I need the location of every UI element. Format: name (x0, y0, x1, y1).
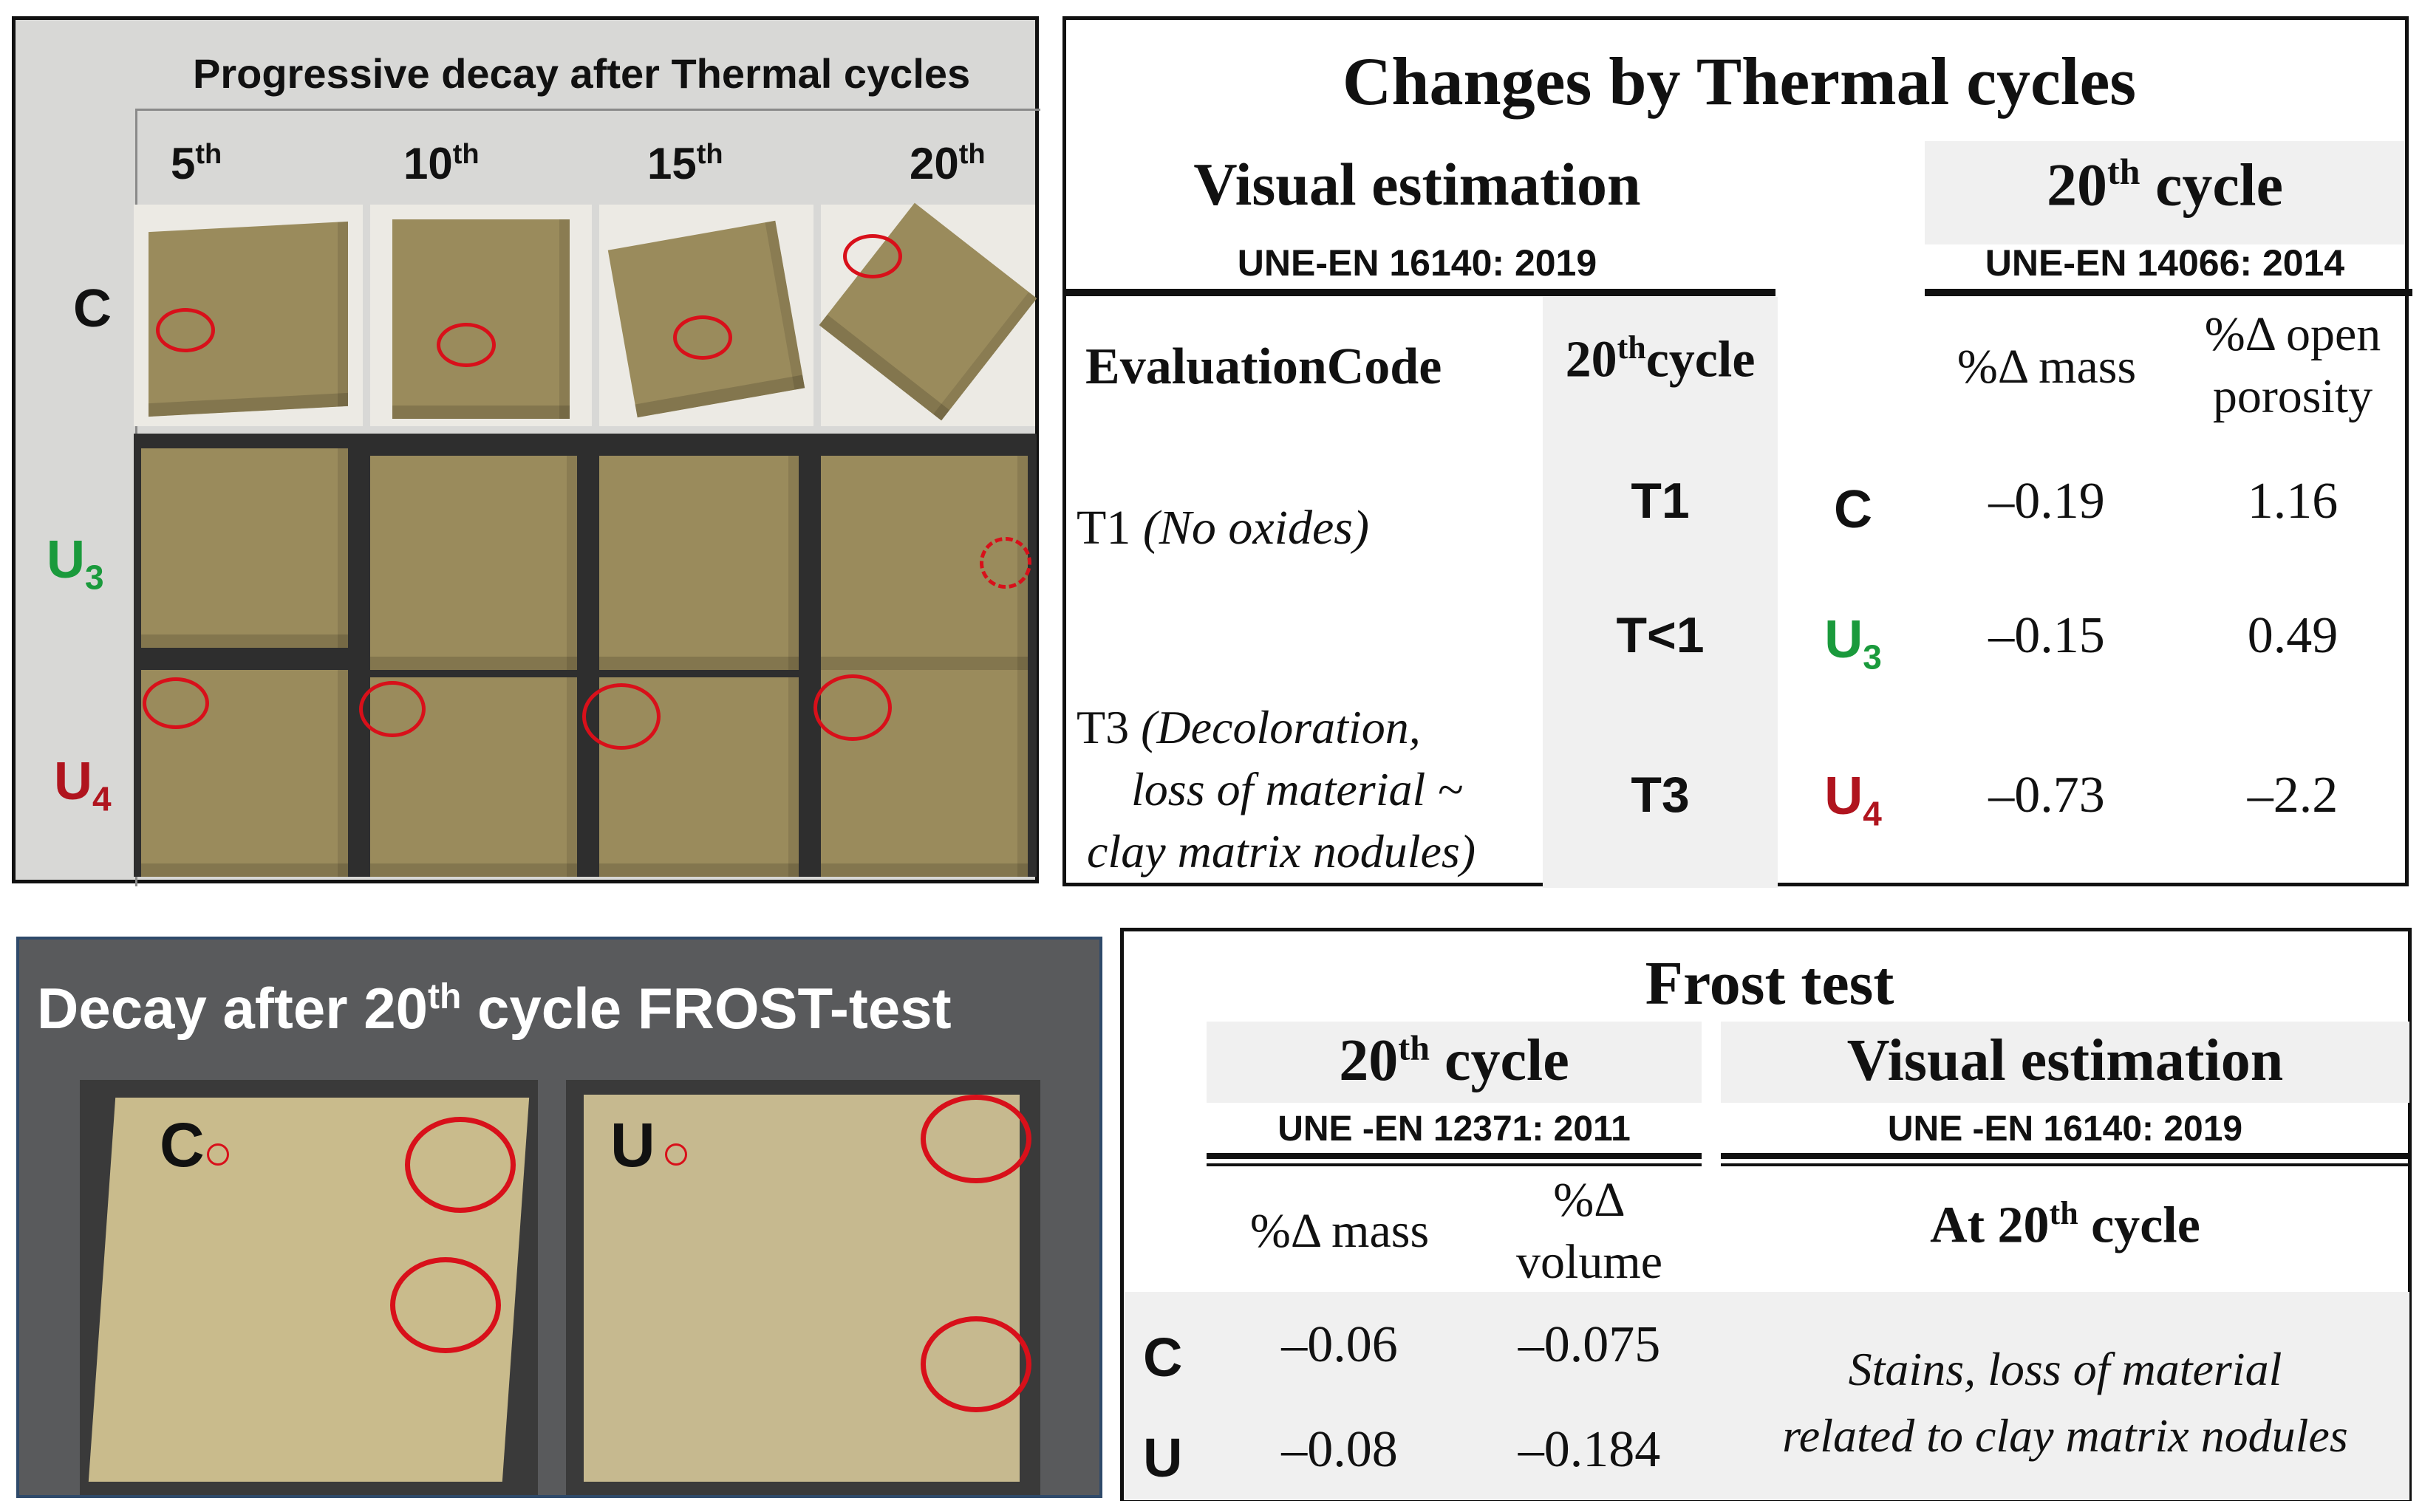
frost-mass-c: –0.06 (1281, 1316, 1398, 1373)
decay-marker-circle (921, 1095, 1031, 1183)
frost-volume-u: –0.184 (1518, 1421, 1661, 1478)
decay-marker-dashed-circle (980, 537, 1031, 589)
visual-header-shade (1721, 1022, 2409, 1103)
code-t1: T1 (No oxides) (1077, 501, 1369, 555)
frost-table-title: Frost test (1645, 949, 1894, 1018)
cycle-value-row-2: T<1 (1616, 607, 1705, 663)
photo-u3-5th (141, 448, 348, 648)
decay-marker-circle (921, 1316, 1031, 1412)
data-rows-shade (1124, 1292, 2409, 1500)
photo-u3-10th (370, 456, 577, 670)
mass-value-row-2: –0.15 (1988, 607, 2105, 664)
frost-mass-u: –0.08 (1281, 1421, 1398, 1478)
cycle-header-shade (1925, 141, 2405, 244)
frost-rule-left-2 (1207, 1163, 1702, 1166)
porosity-value-row-1: 1.16 (2247, 473, 2339, 530)
cycle-column-shade (1543, 297, 1778, 888)
frost-visual-standard: UNE -EN 16140: 2019 (1887, 1109, 2243, 1149)
cycle-value-row-3: T3 (1631, 767, 1690, 823)
column-label-10th: 10th (403, 139, 480, 188)
frost-col-volume: %Δ volume (1516, 1173, 1662, 1289)
cycle-value-row-1: T1 (1631, 473, 1690, 529)
frost-cycle-heading: 20th cycle (1339, 1028, 1569, 1093)
photo-u3-15th (599, 456, 799, 670)
visual-estimation-heading: Visual estimation (1193, 151, 1641, 218)
decay-marker-circle (156, 308, 215, 352)
frost-rule-left-1 (1207, 1153, 1702, 1159)
frost-rule-right-1 (1721, 1153, 2409, 1159)
decay-marker-circle (437, 323, 496, 367)
thermal-table-panel: Changes by Thermal cycles Visual estimat… (1062, 16, 2412, 888)
code-t3: T3 (Decoloration, loss of material ~ cla… (1077, 701, 1476, 878)
decay-marker-circle (405, 1117, 516, 1213)
decay-marker-circle (582, 683, 661, 750)
column-label-5th: 5th (171, 139, 222, 188)
frost-col-at-cycle: At 20th cycle (1930, 1195, 2200, 1254)
col-cycle: 20thcycle (1565, 329, 1756, 389)
frost-label-u: U (610, 1110, 655, 1180)
photo-c-20th (819, 202, 1037, 426)
cycle-heading: 20th cycle (2047, 151, 2283, 219)
sample-mark-circle (207, 1143, 229, 1166)
sample-label-row-2: U3 (1824, 610, 1882, 677)
frost-sample-label-c: C (1143, 1327, 1183, 1388)
row-label-c: C (73, 279, 112, 338)
thermal-photo-panel: Progressive decay after Thermal cycles 5… (12, 16, 1040, 886)
decay-marker-circle (143, 677, 209, 729)
porosity-value-row-2: 0.49 (2247, 607, 2339, 664)
decay-marker-circle (673, 315, 732, 360)
photo-c-10th (370, 205, 592, 426)
col-evaluation-code: EvaluationCode (1085, 338, 1442, 395)
porosity-value-row-3: –2.2 (2247, 767, 2339, 824)
decay-marker-circle (813, 674, 892, 741)
decay-marker-circle (359, 681, 426, 737)
cycle-standard: UNE-EN 14066: 2014 (1985, 242, 2345, 284)
frost-col-mass: %Δ mass (1249, 1204, 1430, 1258)
frost-visual-heading: Visual estimation (1846, 1028, 2284, 1093)
photo-c-5th (134, 205, 363, 426)
frost-table-panel: Frost test 20th cycle Visual estimation … (1120, 928, 2412, 1501)
frost-rule-right-2 (1721, 1163, 2409, 1166)
row-label-u4: U4 (54, 752, 112, 818)
decay-marker-circle (843, 234, 902, 278)
col-mass: %Δ mass (1957, 340, 2137, 394)
thermal-table-title: Changes by Thermal cycles (1342, 44, 2137, 119)
sample-label-row-3: U4 (1824, 767, 1882, 833)
column-label-15th: 15th (647, 139, 723, 188)
thermal-photo-title: Progressive decay after Thermal cycles (193, 50, 971, 97)
frost-cycle-standard: UNE -EN 12371: 2011 (1277, 1109, 1631, 1149)
cycle-header-shade (1207, 1022, 1702, 1103)
mass-value-row-1: –0.19 (1988, 473, 2105, 530)
visual-standard: UNE-EN 16140: 2019 (1237, 242, 1597, 284)
row-label-u3: U3 (47, 530, 104, 597)
col-porosity: %Δ open porosity (2204, 307, 2381, 423)
sample-mark-circle (665, 1143, 687, 1166)
frost-label-c: C (160, 1110, 205, 1180)
sample-label-row-1: C (1834, 480, 1872, 539)
frost-photo-c: C (80, 1080, 538, 1495)
frost-photo-u: U (566, 1080, 1040, 1495)
mass-value-row-3: –0.73 (1988, 767, 2105, 824)
frost-volume-c: –0.075 (1518, 1316, 1661, 1373)
decay-marker-circle (390, 1257, 501, 1353)
column-label-20th: 20th (910, 139, 986, 188)
frost-visual-note: Stains, loss of material related to clay… (1782, 1343, 2348, 1462)
frost-photo-panel: Decay after 20th cycle FROST-test C U (16, 937, 1102, 1498)
frost-sample-label-u: U (1143, 1427, 1183, 1488)
header-rule-right (1925, 289, 2412, 296)
header-rule-left (1066, 289, 1775, 296)
frost-photo-title: Decay after 20th cycle FROST-test (37, 976, 952, 1041)
photo-c-15th (599, 205, 813, 426)
